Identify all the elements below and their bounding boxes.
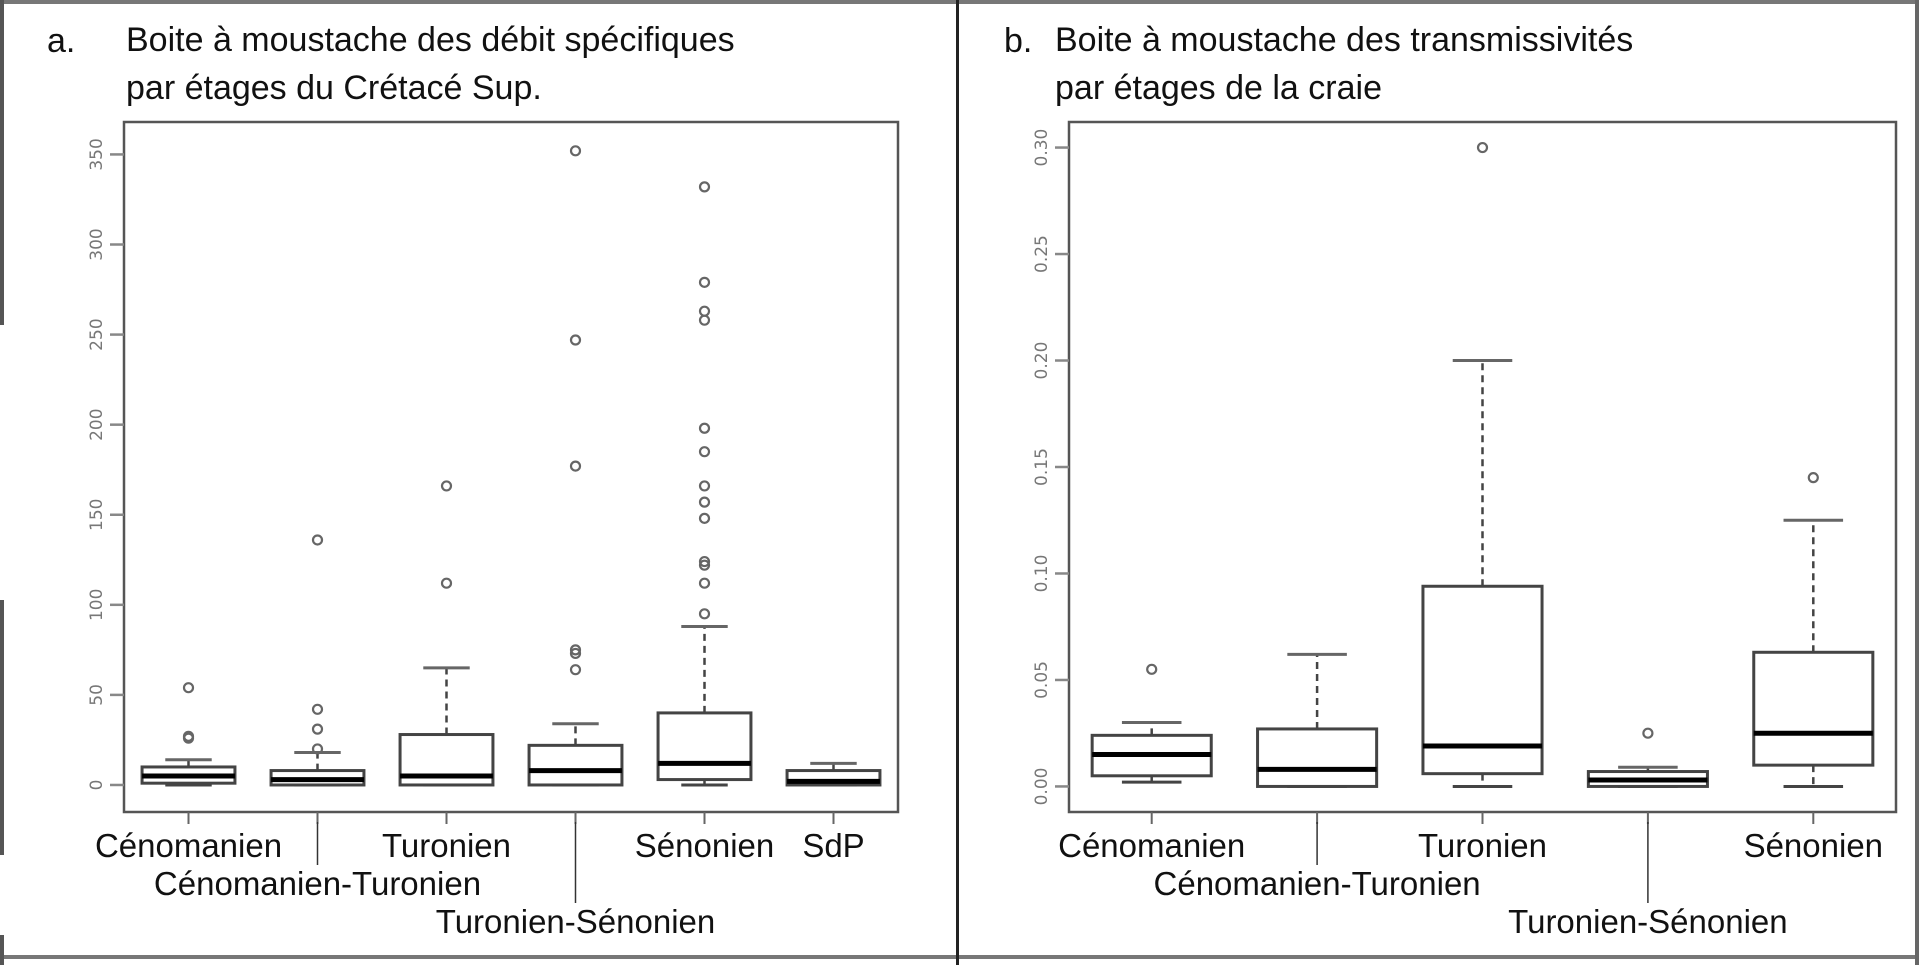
outlier-point	[569, 647, 582, 660]
outlier-point	[440, 577, 453, 589]
panel-letter: b.	[1004, 22, 1033, 60]
y-tick-label: 0.10	[1032, 555, 1052, 593]
y-tick-label: 0.20	[1032, 342, 1052, 380]
x-category-label: Cénomanien	[1058, 827, 1245, 864]
outlier-point	[698, 496, 711, 508]
panel-letter: a.	[47, 22, 76, 60]
outlier-point	[182, 730, 195, 742]
outlier-point	[440, 480, 453, 492]
outlier-point	[311, 723, 324, 735]
y-tick-label: 0.05	[1032, 661, 1052, 699]
box-4	[656, 181, 753, 824]
box-1	[269, 534, 366, 824]
chart-title-line: par étages du Crétacé Sup.	[126, 69, 542, 107]
outlier-point	[698, 480, 711, 492]
x-category-label: Turonien	[1418, 827, 1547, 864]
chart-title: Boite à moustache des débit spécifiques …	[126, 16, 735, 112]
box-0	[1090, 663, 1213, 824]
x-category-label: Cénomanien	[95, 827, 282, 864]
outlier-point	[698, 559, 711, 571]
outlier-point	[698, 276, 711, 288]
outlier-point	[569, 644, 582, 656]
outlier-point	[698, 608, 711, 620]
outlier-point	[569, 664, 582, 676]
boxplot-chart-a: 0 50 100 150 200 250 300 350 CénomanienCénomanie…	[87, 120, 900, 940]
outlier-point	[311, 743, 324, 755]
panel-b: b. Boite à moustache des transmissivités…	[959, 0, 1915, 965]
y-tick-label: 100	[87, 589, 107, 621]
y-tick-label: 0.30	[1032, 129, 1052, 167]
boxplot-chart-b: 0.00 0.05 0.10 0.15 0.20 0.25 0.30 CénomanienCé…	[1032, 120, 1898, 940]
iqr-box	[1752, 650, 1875, 767]
box-0	[140, 682, 237, 824]
y-tick-label: 200	[87, 408, 107, 440]
box-2	[1421, 141, 1544, 824]
x-category-label: Cénomanien-Turonien	[1154, 865, 1481, 902]
outlier-point	[311, 703, 324, 715]
outlier-point	[698, 555, 711, 568]
outlier-point	[569, 460, 582, 472]
y-tick-label: 350	[87, 138, 107, 170]
box-5	[785, 761, 882, 824]
y-tick-label: 50	[87, 684, 107, 706]
chart-title-line: Boite à moustache des transmissivités	[1055, 21, 1634, 59]
box-1	[1256, 652, 1379, 824]
outlier-point	[569, 334, 582, 346]
outlier-point	[698, 314, 711, 326]
panel-divider	[956, 0, 959, 965]
box-2	[398, 480, 495, 824]
figure-right-border	[1915, 0, 1919, 965]
box-3	[527, 145, 624, 824]
box-3	[1586, 727, 1709, 824]
left-border-mark	[0, 935, 4, 965]
outlier-point	[698, 181, 711, 193]
outlier-point	[182, 682, 195, 694]
outlier-point	[1807, 472, 1819, 484]
y-tick-label: 300	[87, 228, 107, 260]
outlier-point	[1476, 141, 1489, 154]
outlier-point	[698, 446, 711, 458]
iqr-box	[1421, 584, 1544, 776]
iqr-box	[656, 711, 753, 782]
x-category-label: Cénomanien-Turonien	[154, 865, 481, 902]
y-tick-label: 150	[87, 499, 107, 531]
x-category-label: Turonien-Sénonien	[1508, 903, 1787, 940]
outlier-point	[1642, 727, 1654, 739]
y-tick-label: 0.00	[1032, 768, 1052, 806]
x-category-label: SdP	[802, 827, 864, 864]
box-4	[1752, 472, 1875, 824]
chart-title: Boite à moustache des transmissivités pa…	[1055, 16, 1633, 112]
y-tick-label: 0.15	[1032, 448, 1052, 486]
outlier-point	[698, 422, 711, 434]
outlier-point	[698, 512, 711, 524]
iqr-box	[527, 743, 624, 787]
y-tick-label: 0.25	[1032, 235, 1052, 273]
panel-a: a. Boite à moustache des débit spécifiqu…	[0, 0, 956, 965]
outlier-point	[311, 534, 324, 546]
chart-title-line: par étages de la craie	[1055, 69, 1382, 107]
x-category-label: Turonien	[382, 827, 511, 864]
x-category-label: Sénonien	[1744, 827, 1883, 864]
iqr-box	[1256, 727, 1379, 788]
left-border-mark	[0, 0, 4, 325]
y-tick-label: 0	[87, 780, 107, 791]
left-border-mark	[0, 600, 4, 855]
outlier-point	[698, 577, 711, 589]
x-category-label: Turonien-Sénonien	[436, 903, 715, 940]
plot-frame	[122, 120, 900, 814]
outlier-point	[569, 145, 582, 157]
outlier-point	[1146, 663, 1158, 675]
x-category-label: Sénonien	[635, 827, 774, 864]
outlier-point	[698, 305, 711, 317]
chart-title-line: Boite à moustache des débit spécifiques	[126, 21, 735, 59]
y-tick-label: 250	[87, 318, 107, 350]
